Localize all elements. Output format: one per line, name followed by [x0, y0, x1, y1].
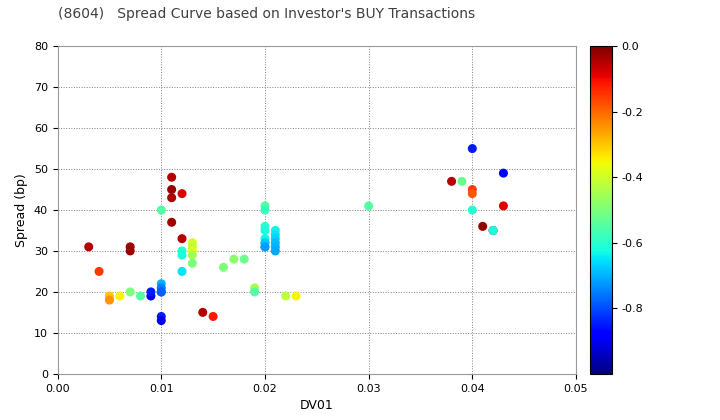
Point — [217, 264, 229, 270]
Point — [446, 178, 457, 185]
Text: (8604)   Spread Curve based on Investor's BUY Transactions: (8604) Spread Curve based on Investor's … — [58, 7, 474, 21]
Point — [269, 235, 281, 242]
Point — [207, 313, 219, 320]
Point — [176, 252, 188, 258]
Point — [186, 244, 198, 250]
Point — [269, 247, 281, 254]
Y-axis label: Spread (bp): Spread (bp) — [15, 173, 28, 247]
Point — [156, 207, 167, 213]
Point — [156, 317, 167, 324]
Point — [467, 207, 478, 213]
Point — [249, 284, 261, 291]
Point — [186, 260, 198, 267]
Point — [280, 293, 292, 299]
Point — [259, 223, 271, 230]
Point — [363, 202, 374, 209]
Point — [156, 284, 167, 291]
Point — [269, 227, 281, 234]
Point — [197, 309, 209, 316]
Point — [156, 281, 167, 287]
Point — [176, 235, 188, 242]
Point — [498, 170, 509, 176]
Point — [156, 313, 167, 320]
Point — [228, 256, 240, 262]
Point — [125, 244, 136, 250]
Point — [269, 231, 281, 238]
Point — [290, 293, 302, 299]
Point — [249, 289, 261, 295]
Point — [104, 297, 115, 303]
Point — [259, 202, 271, 209]
Point — [498, 202, 509, 209]
Point — [104, 293, 115, 299]
Point — [145, 293, 157, 299]
Point — [259, 235, 271, 242]
Point — [467, 186, 478, 193]
Point — [487, 227, 499, 234]
Point — [477, 223, 488, 230]
Point — [135, 293, 146, 299]
Point — [166, 186, 177, 193]
Point — [269, 244, 281, 250]
Point — [145, 289, 157, 295]
Point — [176, 268, 188, 275]
Point — [456, 178, 468, 185]
Point — [114, 293, 125, 299]
Point — [186, 252, 198, 258]
Point — [83, 244, 94, 250]
Point — [467, 190, 478, 197]
Point — [176, 190, 188, 197]
X-axis label: DV01: DV01 — [300, 399, 333, 412]
Point — [166, 194, 177, 201]
Point — [125, 289, 136, 295]
Point — [259, 239, 271, 246]
Point — [186, 239, 198, 246]
Point — [186, 247, 198, 254]
Point — [166, 174, 177, 181]
Point — [487, 227, 499, 234]
Point — [156, 289, 167, 295]
Point — [166, 219, 177, 226]
Point — [156, 289, 167, 295]
Point — [125, 247, 136, 254]
Point — [238, 256, 250, 262]
Point — [94, 268, 105, 275]
Point — [176, 247, 188, 254]
Point — [259, 239, 271, 246]
Point — [259, 207, 271, 213]
Point — [259, 227, 271, 234]
Point — [259, 244, 271, 250]
Point — [269, 239, 281, 246]
Point — [259, 244, 271, 250]
Point — [467, 145, 478, 152]
